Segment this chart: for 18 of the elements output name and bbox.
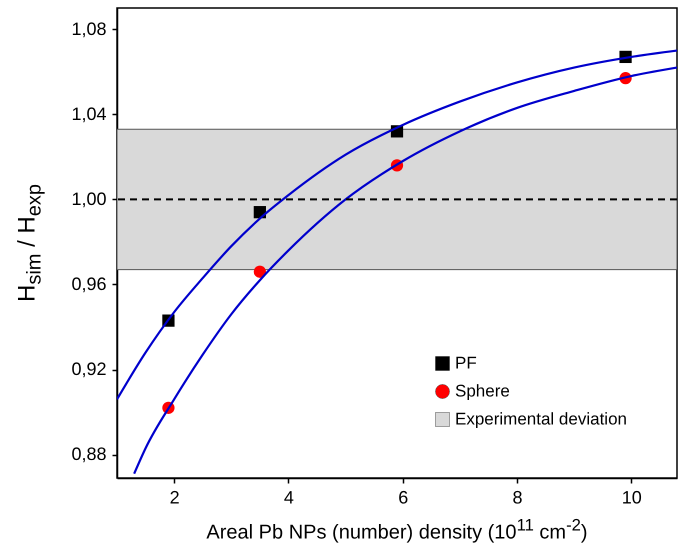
- y-tick-label: 1,04: [71, 104, 106, 124]
- y-tick-label: 1,08: [71, 18, 106, 39]
- y-tick-label: 1,00: [71, 188, 106, 209]
- legend-label: Sphere: [455, 382, 510, 400]
- x-tick-label: 4: [284, 488, 294, 508]
- legend-label: Experimental deviation: [455, 410, 627, 428]
- point: [254, 266, 266, 278]
- line-series: [133, 66, 677, 475]
- y-tick-label: 0,92: [71, 359, 106, 380]
- line-series: [117, 49, 677, 400]
- x-tick-label: 10: [622, 488, 642, 508]
- x-tick-label: 8: [512, 488, 523, 508]
- y-tick-label: 0,88: [71, 444, 106, 464]
- y-tick-label: 0,96: [71, 274, 106, 294]
- x-tick-label: 6: [398, 488, 408, 508]
- x-axis-title: Areal Pb NPs (number) density (10$^{11}$ cm$^{-2}$): [206, 516, 588, 544]
- x-tick-label: 2: [170, 488, 180, 508]
- legend-label: PF: [455, 354, 477, 372]
